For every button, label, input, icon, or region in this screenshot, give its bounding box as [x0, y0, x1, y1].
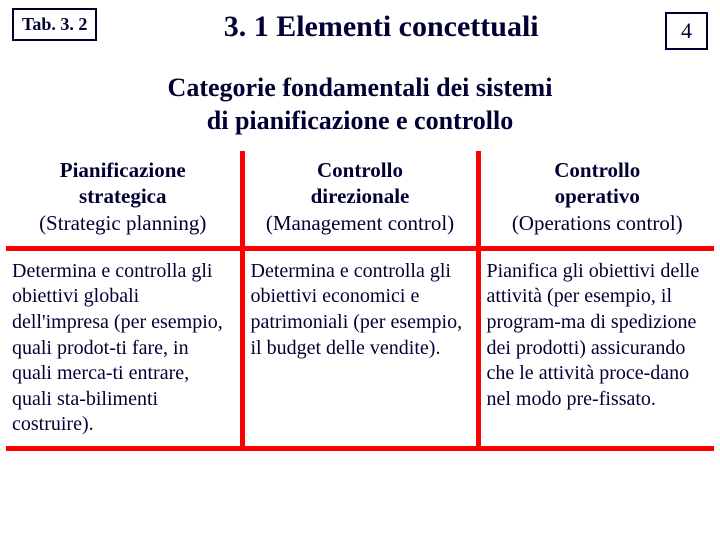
page-title: 3. 1 Elementi concettuali: [97, 8, 665, 44]
col-header-management-line3: (Management control): [266, 211, 454, 235]
cell-strategic: Determina e controlla gli obiettivi glob…: [6, 248, 242, 448]
cell-management: Determina e controlla gli obiettivi econ…: [242, 248, 478, 448]
col-header-strategic-line3: (Strategic planning): [39, 211, 206, 235]
col-header-management: Controllo direzionale (Management contro…: [242, 151, 478, 248]
col-header-operations-line3: (Operations control): [512, 211, 683, 235]
tab-reference-box: Tab. 3. 2: [12, 8, 97, 41]
subtitle: Categorie fondamentali dei sistemi di pi…: [0, 54, 720, 151]
subtitle-line2: di pianificazione e controllo: [207, 106, 513, 135]
col-header-management-line2: direzionale: [249, 183, 472, 209]
page-number-box: 4: [665, 12, 708, 50]
table-row: Determina e controlla gli obiettivi glob…: [6, 248, 714, 448]
col-header-strategic-line1: Pianificazione: [10, 157, 236, 183]
col-header-strategic-line2: strategica: [10, 183, 236, 209]
header-bar: Tab. 3. 2 3. 1 Elementi concettuali 4: [0, 0, 720, 54]
col-header-operations-line2: operativo: [485, 183, 711, 209]
tab-reference-label: Tab. 3. 2: [22, 14, 87, 34]
categories-table-wrap: Pianificazione strategica (Strategic pla…: [0, 151, 720, 451]
table-header-row: Pianificazione strategica (Strategic pla…: [6, 151, 714, 248]
categories-table: Pianificazione strategica (Strategic pla…: [6, 151, 714, 451]
subtitle-line1: Categorie fondamentali dei sistemi: [168, 73, 553, 102]
page-number: 4: [681, 18, 692, 43]
cell-operations: Pianifica gli obiettivi delle attività (…: [478, 248, 714, 448]
col-header-management-line1: Controllo: [249, 157, 472, 183]
col-header-operations: Controllo operativo (Operations control): [478, 151, 714, 248]
col-header-operations-line1: Controllo: [485, 157, 711, 183]
col-header-strategic: Pianificazione strategica (Strategic pla…: [6, 151, 242, 248]
